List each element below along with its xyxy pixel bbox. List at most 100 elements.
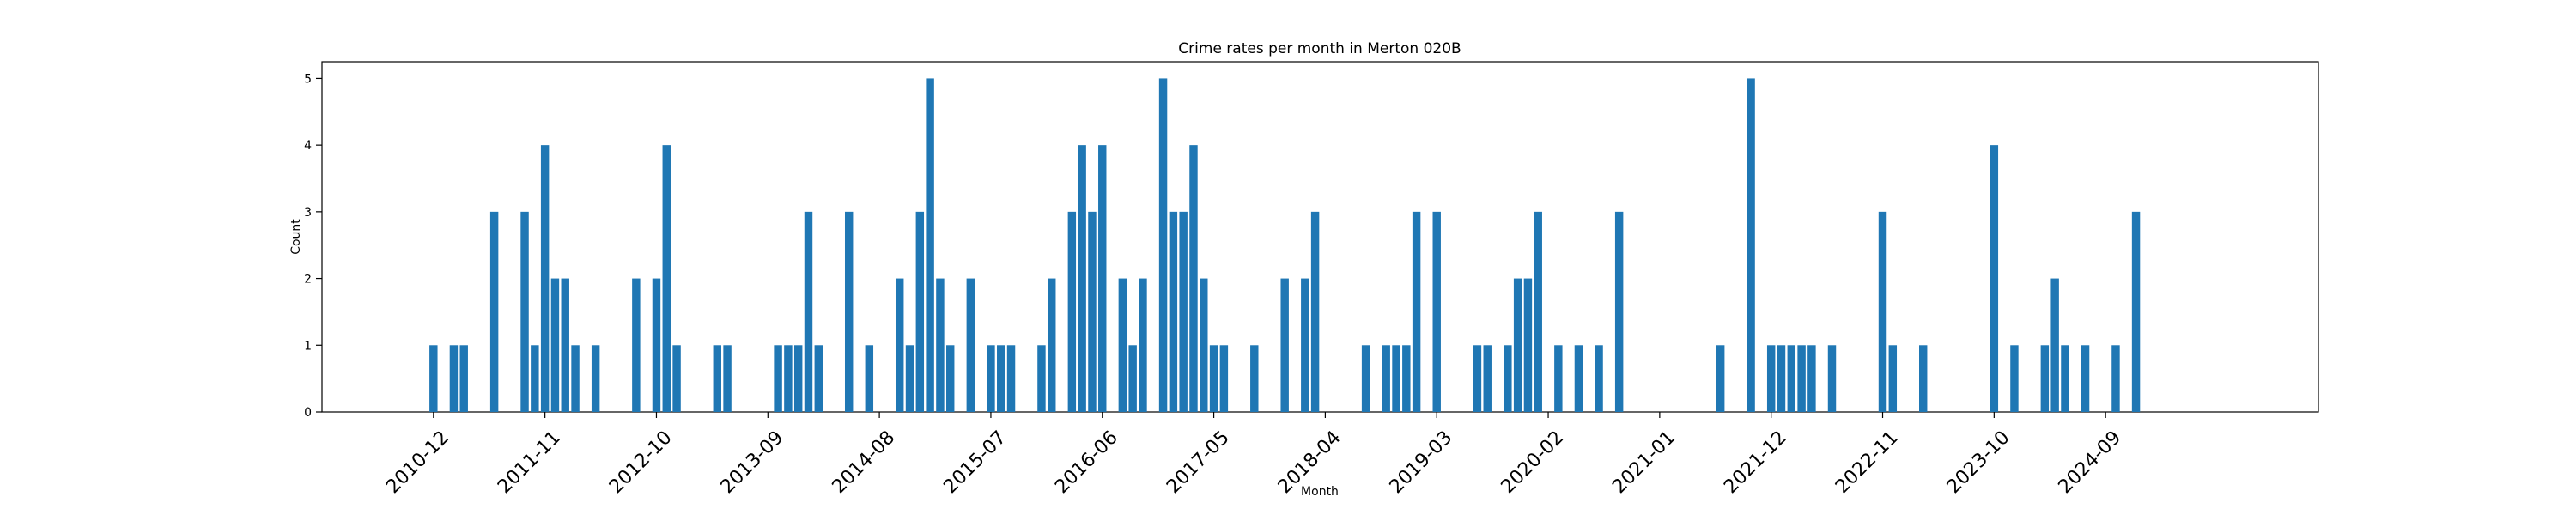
bar-2019-01	[1412, 211, 1421, 412]
bar-2016-06	[1098, 145, 1107, 412]
y-tick-label: 5	[304, 72, 312, 86]
bar-2012-08	[632, 278, 641, 412]
bar-2016-04	[1078, 145, 1086, 412]
bar-2014-10	[895, 278, 904, 412]
bar-2017-01	[1169, 211, 1178, 412]
bar-2016-01	[1048, 278, 1056, 412]
bar-2011-02	[449, 345, 459, 412]
bar-2011-09	[520, 211, 529, 412]
x-tick-label: 2015-07	[939, 427, 1011, 498]
bar-2011-06	[489, 211, 499, 412]
bar-2015-02	[936, 278, 945, 412]
bar-2024-12	[2131, 211, 2141, 412]
bar-2014-11	[905, 345, 914, 412]
bar-2017-05	[1209, 345, 1218, 412]
bar-2015-12	[1037, 345, 1046, 412]
bar-2022-02	[1787, 345, 1796, 412]
bar-2015-01	[926, 78, 934, 412]
x-tick-label: 2013-09	[717, 427, 788, 498]
bar-2022-06	[1827, 345, 1837, 412]
bar-2020-05	[1574, 345, 1583, 412]
bar-2019-10	[1504, 345, 1512, 412]
bar-2016-08	[1118, 278, 1127, 412]
x-tick-label: 2016-06	[1051, 427, 1122, 498]
bar-2013-04	[713, 345, 721, 412]
bars-group	[429, 78, 2141, 412]
x-axis-label: Month	[1301, 485, 1339, 499]
bar-2021-10	[1747, 78, 1755, 412]
bar-2012-04	[591, 345, 600, 412]
bar-2014-12	[915, 211, 925, 412]
bar-2018-12	[1402, 345, 1411, 412]
bar-2017-12	[1280, 278, 1289, 412]
bar-2014-01	[804, 211, 813, 412]
x-tick-label: 2022-11	[1832, 427, 1903, 498]
bar-2024-07	[2081, 345, 2090, 412]
bar-2015-09	[1006, 345, 1016, 412]
bar-2012-01	[561, 278, 569, 412]
y-tick-label: 0	[304, 406, 312, 420]
y-axis-label: Count	[289, 219, 303, 255]
bar-2023-03	[1919, 345, 1928, 412]
bar-2013-05	[723, 345, 732, 412]
bar-2024-10	[2111, 345, 2120, 412]
bar-2017-02	[1179, 211, 1188, 412]
bar-2013-12	[793, 345, 803, 412]
y-tick-label: 3	[304, 206, 312, 220]
bar-2015-07	[987, 345, 995, 412]
bar-2017-03	[1189, 145, 1198, 412]
bar-2011-10	[531, 345, 539, 412]
bar-2016-12	[1158, 78, 1168, 412]
x-tick-label: 2014-08	[829, 427, 900, 498]
x-tick-label: 2021-01	[1608, 427, 1680, 498]
bar-2012-12	[672, 345, 681, 412]
y-tick-label: 4	[304, 139, 312, 153]
bar-2016-03	[1067, 211, 1077, 412]
bar-2023-12	[2010, 345, 2019, 412]
x-tick-label: 2024-09	[2055, 427, 2126, 498]
bar-2023-10	[1990, 145, 1999, 412]
bar-2018-10	[1382, 345, 1390, 412]
bar-2016-10	[1139, 278, 1147, 412]
bar-2013-10	[774, 345, 782, 412]
y-axis: 0 1 2 3 4 5	[304, 72, 322, 420]
bar-2014-07	[865, 345, 874, 412]
bar-2022-11	[1878, 211, 1887, 412]
x-tick-label: 2011-11	[494, 427, 565, 498]
bar-2011-11	[540, 145, 550, 412]
bar-2018-02	[1301, 278, 1309, 412]
bar-2022-12	[1888, 345, 1898, 412]
bar-2011-12	[550, 278, 560, 412]
bar-2015-08	[997, 345, 1005, 412]
y-tick-label: 1	[304, 339, 312, 353]
x-tick-label: 2010-12	[382, 427, 453, 498]
chart-title: Crime rates per month in Merton 020B	[1178, 40, 1461, 58]
x-tick-label: 2012-10	[605, 427, 677, 498]
bar-2022-01	[1777, 345, 1786, 412]
bar-2019-11	[1513, 278, 1522, 412]
bar-2017-06	[1219, 345, 1229, 412]
bar-2017-04	[1200, 278, 1208, 412]
bar-2018-11	[1392, 345, 1400, 412]
x-tick-label: 2021-12	[1720, 427, 1791, 498]
bar-2015-03	[946, 345, 955, 412]
x-tick-label: 2020-02	[1498, 427, 1569, 498]
bar-2020-01	[1534, 211, 1542, 412]
bar-2016-09	[1128, 345, 1137, 412]
bar-2016-05	[1088, 211, 1097, 412]
y-tick-label: 2	[304, 273, 312, 287]
bar-2019-07	[1473, 345, 1482, 412]
bar-2014-02	[814, 345, 823, 412]
x-tick-label: 2023-10	[1943, 427, 2014, 498]
bar-2019-12	[1523, 278, 1533, 412]
bar-2024-03	[2040, 345, 2050, 412]
bar-2015-05	[966, 278, 975, 412]
x-tick-label: 2017-05	[1163, 427, 1234, 498]
bar-2019-03	[1432, 211, 1441, 412]
bar-2021-12	[1766, 345, 1776, 412]
bar-2019-08	[1483, 345, 1492, 412]
bar-2024-04	[2050, 278, 2059, 412]
plot-frame	[321, 61, 2319, 413]
bar-2012-02	[571, 345, 580, 412]
